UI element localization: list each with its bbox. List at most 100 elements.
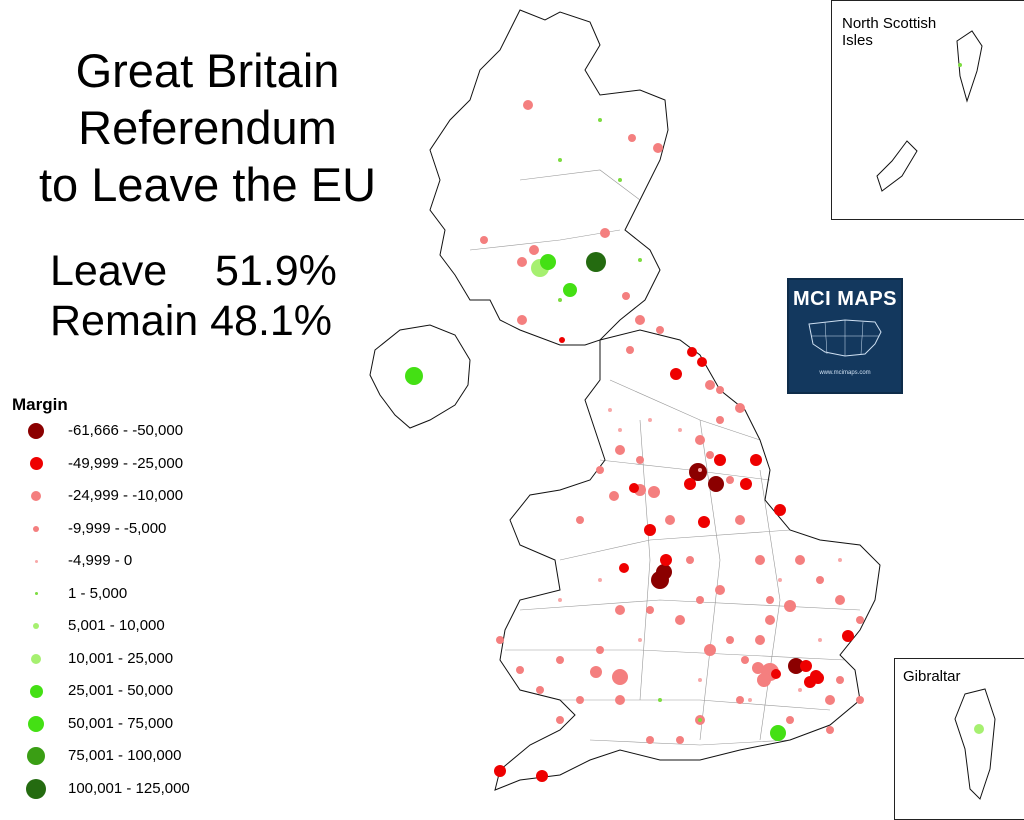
result-circle — [740, 478, 752, 490]
result-circle — [736, 696, 744, 704]
result-circle — [705, 380, 715, 390]
result-circle — [676, 736, 684, 744]
result-circle — [596, 466, 604, 474]
result-circle — [726, 636, 734, 644]
legend: Margin -61,666 - -50,000 -49,999 - -25,00… — [12, 395, 242, 811]
result-circle — [825, 695, 835, 705]
result-circle — [556, 716, 564, 724]
result-circle — [835, 595, 845, 605]
result-circle — [628, 134, 636, 142]
result-circle — [687, 347, 697, 357]
legend-item: -4,999 - 0 — [12, 551, 242, 584]
usa-outline-icon — [808, 319, 882, 357]
result-circle — [818, 638, 822, 642]
legend-item: 5,001 - 10,000 — [12, 616, 242, 649]
isles-shape — [876, 30, 983, 192]
result-circle — [598, 118, 602, 122]
map-title: Great Britain Referendum to Leave the EU — [0, 42, 415, 213]
result-circle — [586, 252, 606, 272]
result-circle — [755, 635, 765, 645]
result-circle — [609, 491, 619, 501]
legend-label: 50,001 - 75,000 — [68, 714, 174, 732]
result-circle — [612, 669, 628, 685]
result-circle — [648, 486, 660, 498]
result-circle — [638, 638, 642, 642]
result-circle — [784, 600, 796, 612]
legend-label: 100,001 - 125,000 — [68, 779, 190, 797]
gibraltar-inset: Gibraltar — [894, 658, 1024, 820]
result-circle — [704, 644, 716, 656]
result-circle — [697, 357, 707, 367]
result-circle — [619, 563, 629, 573]
result-summary: Leave 51.9% Remain 48.1% — [50, 246, 337, 346]
scotland-shape — [429, 9, 669, 346]
result-circle — [626, 346, 634, 354]
result-circle — [757, 673, 771, 687]
result-circle — [644, 524, 656, 536]
legend-item: -9,999 - -5,000 — [12, 519, 242, 552]
legend-label: 10,001 - 25,000 — [68, 649, 174, 667]
legend-label: 5,001 - 10,000 — [68, 617, 165, 634]
result-circle — [771, 669, 781, 679]
result-circle — [826, 726, 834, 734]
result-circle — [615, 695, 625, 705]
result-circle — [656, 564, 672, 580]
result-circle — [496, 636, 504, 644]
legend-item: -49,999 - -25,000 — [12, 454, 242, 487]
result-circle — [615, 445, 625, 455]
legend-item: 25,001 - 50,000 — [12, 681, 242, 714]
legend-item: -61,666 - -50,000 — [12, 421, 242, 454]
result-circle — [842, 630, 854, 642]
result-circle — [765, 615, 775, 625]
result-circle — [622, 292, 630, 300]
logo-title: MCI MAPS — [793, 288, 897, 310]
result-circle — [838, 558, 842, 562]
result-circle — [598, 578, 602, 582]
north-scottish-isles-label: North Scottish Isles — [842, 15, 937, 49]
result-circle — [558, 158, 562, 162]
gibraltar-shape — [954, 688, 996, 800]
result-circle — [563, 283, 577, 297]
gibraltar-label: Gibraltar — [903, 668, 961, 685]
result-circle — [590, 666, 602, 678]
result-circle — [816, 576, 824, 584]
result-circle — [600, 228, 610, 238]
legend-label: 25,001 - 50,000 — [68, 682, 174, 699]
result-circle — [686, 556, 694, 564]
legend-label: -49,999 - -25,000 — [68, 454, 184, 472]
result-circle — [678, 428, 682, 432]
result-circle — [795, 555, 805, 565]
result-circle — [648, 418, 652, 422]
result-circle — [716, 386, 724, 394]
legend-label: 75,001 - 100,000 — [68, 747, 182, 764]
result-circle — [665, 515, 675, 525]
legend-item: 100,001 - 125,000 — [12, 778, 242, 812]
result-circle — [741, 656, 749, 664]
result-circle — [752, 662, 764, 674]
legend-title: Margin — [12, 395, 68, 414]
result-circle — [696, 596, 704, 604]
legend-label: -61,666 - -50,000 — [68, 422, 184, 439]
result-circle — [856, 696, 864, 704]
result-circle — [536, 686, 544, 694]
result-circle — [636, 456, 644, 464]
result-circle — [788, 658, 804, 674]
result-circle — [596, 646, 604, 654]
result-circle — [750, 454, 762, 466]
result-circle — [698, 468, 702, 472]
result-circle — [778, 578, 782, 582]
legend-label: -24,999 - -10,000 — [68, 487, 184, 504]
result-circle — [706, 451, 714, 459]
result-circle — [798, 688, 802, 692]
result-circle — [608, 408, 612, 412]
result-circle — [646, 736, 654, 744]
result-circle — [576, 516, 584, 524]
result-circle — [653, 143, 663, 153]
result-circle — [684, 478, 696, 490]
legend-label: -4,999 - 0 — [68, 552, 133, 569]
result-circle — [660, 554, 672, 566]
result-circle — [716, 416, 724, 424]
result-circle — [708, 476, 724, 492]
result-circle — [695, 435, 705, 445]
